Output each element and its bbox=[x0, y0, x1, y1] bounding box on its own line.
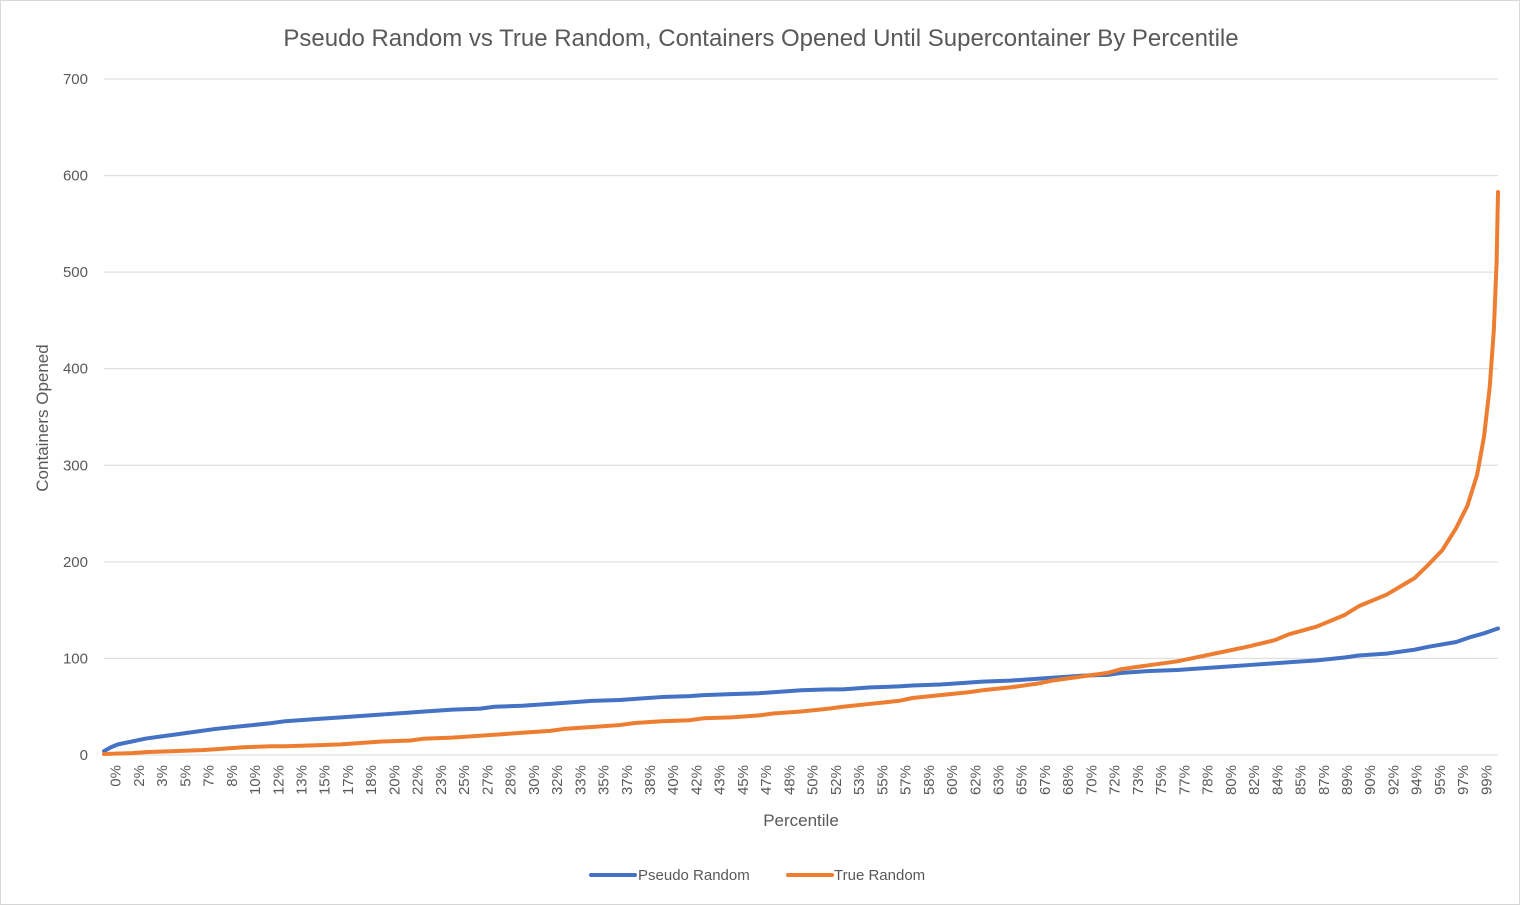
x-tick-label: 5% bbox=[177, 765, 194, 787]
x-tick-label: 84% bbox=[1269, 765, 1286, 795]
series-line-pseudo-random bbox=[102, 626, 1500, 754]
legend-label: Pseudo Random bbox=[638, 867, 750, 884]
legend: Pseudo Random True Random bbox=[589, 867, 925, 884]
x-tick-label: 48% bbox=[781, 765, 798, 795]
y-tick-label: 400 bbox=[63, 361, 88, 378]
x-tick-label: 12% bbox=[270, 765, 287, 795]
x-tick-label: 53% bbox=[851, 765, 868, 795]
x-tick-label: 95% bbox=[1432, 765, 1449, 795]
x-tick-label: 58% bbox=[921, 765, 938, 795]
x-tick-label: 7% bbox=[201, 765, 218, 787]
x-tick-label: 37% bbox=[619, 765, 636, 795]
x-tick-label: 47% bbox=[758, 765, 775, 795]
x-tick-label: 85% bbox=[1293, 765, 1310, 795]
x-tick-label: 33% bbox=[572, 765, 589, 795]
y-tick-label: 600 bbox=[63, 168, 88, 185]
x-tick-label: 42% bbox=[688, 765, 705, 795]
x-tick-label: 50% bbox=[805, 765, 822, 795]
x-tick-label: 43% bbox=[712, 765, 729, 795]
x-tick-label: 99% bbox=[1478, 765, 1495, 795]
x-tick-label: 30% bbox=[526, 765, 543, 795]
x-tick-label: 15% bbox=[317, 765, 334, 795]
y-tick-label: 200 bbox=[63, 554, 88, 571]
x-tick-label: 94% bbox=[1409, 765, 1426, 795]
x-tick-label: 22% bbox=[410, 765, 427, 795]
y-tick-label: 700 bbox=[63, 71, 88, 88]
x-tick-label: 27% bbox=[479, 765, 496, 795]
x-tick-label: 63% bbox=[990, 765, 1007, 795]
x-tick-label: 75% bbox=[1153, 765, 1170, 795]
x-tick-label: 38% bbox=[642, 765, 659, 795]
x-tick-label: 65% bbox=[1014, 765, 1031, 795]
x-tick-label: 17% bbox=[340, 765, 357, 795]
x-tick-label: 3% bbox=[154, 765, 171, 787]
y-tick-label: 300 bbox=[63, 457, 88, 474]
x-tick-label: 87% bbox=[1316, 765, 1333, 795]
x-tick-label: 2% bbox=[131, 765, 148, 787]
x-tick-label: 90% bbox=[1362, 765, 1379, 795]
x-tick-label: 32% bbox=[549, 765, 566, 795]
x-tick-label: 28% bbox=[503, 765, 520, 795]
x-tick-label: 72% bbox=[1107, 765, 1124, 795]
x-tick-label: 70% bbox=[1083, 765, 1100, 795]
y-tick-label: 0 bbox=[80, 747, 88, 764]
legend-label: True Random bbox=[834, 867, 925, 884]
y-axis-title: Containers Opened bbox=[33, 344, 52, 491]
x-tick-label: 18% bbox=[363, 765, 380, 795]
x-tick-label: 40% bbox=[665, 765, 682, 795]
x-tick-label: 23% bbox=[433, 765, 450, 795]
x-tick-label: 57% bbox=[898, 765, 915, 795]
x-tick-label: 80% bbox=[1223, 765, 1240, 795]
x-tick-label: 92% bbox=[1385, 765, 1402, 795]
x-tick-label: 8% bbox=[224, 765, 241, 787]
x-tick-label: 52% bbox=[828, 765, 845, 795]
x-tick-label: 97% bbox=[1455, 765, 1472, 795]
x-tick-label: 62% bbox=[967, 765, 984, 795]
x-tick-label: 60% bbox=[944, 765, 961, 795]
x-axis-tick-labels: 0% 2% 3% 5% 7% 8% 10% 12% 13% 15% 17% 18% 20% 22% 23% 2… bbox=[108, 765, 1496, 795]
x-tick-label: 55% bbox=[874, 765, 891, 795]
x-tick-label: 25% bbox=[456, 765, 473, 795]
x-tick-label: 10% bbox=[247, 765, 264, 795]
x-tick-label: 82% bbox=[1246, 765, 1263, 795]
y-tick-label: 100 bbox=[63, 650, 88, 667]
x-tick-label: 13% bbox=[293, 765, 310, 795]
x-tick-label: 78% bbox=[1200, 765, 1217, 795]
x-tick-label: 67% bbox=[1037, 765, 1054, 795]
x-tick-label: 45% bbox=[735, 765, 752, 795]
x-axis-title: Percentile bbox=[763, 811, 839, 830]
x-tick-label: 68% bbox=[1060, 765, 1077, 795]
x-tick-label: 77% bbox=[1176, 765, 1193, 795]
x-tick-label: 20% bbox=[386, 765, 403, 795]
chart-title: Pseudo Random vs True Random, Containers… bbox=[283, 25, 1238, 52]
x-tick-label: 73% bbox=[1130, 765, 1147, 795]
gridlines bbox=[104, 78, 1498, 756]
x-tick-label: 0% bbox=[108, 765, 125, 787]
series-line-true-random bbox=[102, 189, 1500, 757]
x-tick-label: 89% bbox=[1339, 765, 1356, 795]
x-tick-label: 35% bbox=[596, 765, 613, 795]
series-lines bbox=[102, 189, 1500, 757]
y-tick-label: 500 bbox=[63, 264, 88, 281]
y-axis-tick-labels: 0 100 200 300 400 500 600 700 bbox=[63, 71, 88, 764]
